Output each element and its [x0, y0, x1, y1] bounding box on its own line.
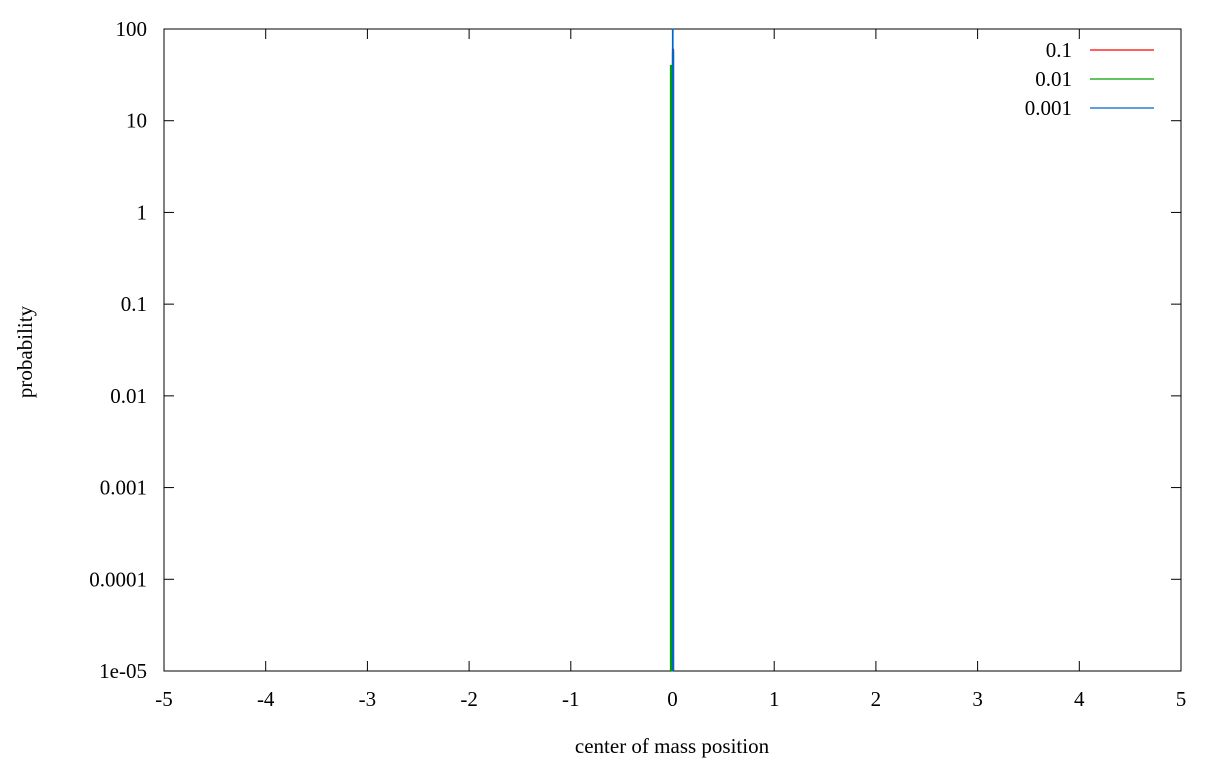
legend-label-2: 0.001	[1025, 96, 1072, 120]
y-tick-label: 1e-05	[99, 659, 147, 683]
x-tick-label: 0	[667, 687, 678, 711]
x-tick-label: -2	[460, 687, 478, 711]
y-tick-label: 0.01	[110, 384, 147, 408]
x-tick-label: 4	[1074, 687, 1085, 711]
y-axis-label: probability	[13, 305, 37, 398]
series-line-2	[671, 28, 675, 671]
y-tick-label: 0.0001	[89, 567, 147, 591]
y-tick-label: 0.1	[121, 292, 147, 316]
tick-labels: -5 -4 -3 -2 -1 0 1 2 3 4 5 100 10 1 0.1 0.01 0.001 0.0001…	[89, 17, 1186, 711]
series-lines	[669, 28, 675, 672]
y-tick-label: 0.001	[100, 476, 147, 500]
x-tick-label: 3	[972, 687, 983, 711]
x-tick-label: -5	[155, 687, 173, 711]
y-tick-label: 1	[137, 200, 148, 224]
legend-label-0: 0.1	[1046, 38, 1072, 62]
x-tick-label: 1	[769, 687, 780, 711]
x-tick-label: 2	[871, 687, 882, 711]
x-tick-label: -3	[359, 687, 377, 711]
legend-label-1: 0.01	[1035, 67, 1072, 91]
x-tick-label: -1	[562, 687, 580, 711]
x-tick-label: 5	[1176, 687, 1187, 711]
legend: 0.1 0.01 0.001	[1025, 38, 1154, 120]
x-axis-label: center of mass position	[575, 734, 770, 758]
y-tick-label: 100	[116, 17, 148, 41]
x-tick-label: -4	[257, 687, 275, 711]
y-tick-label: 10	[126, 109, 147, 133]
